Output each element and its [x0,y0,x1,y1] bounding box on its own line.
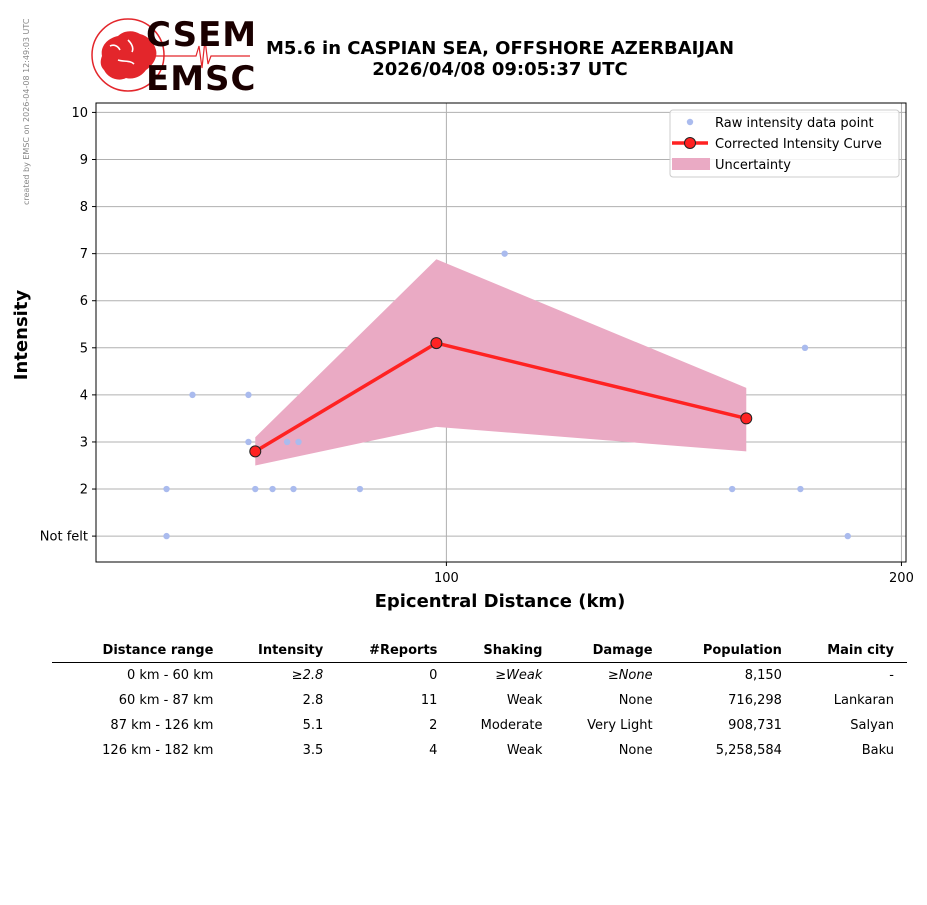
table-cell: 126 km - 182 km [102,742,214,758]
table-cell: Moderate [480,717,543,733]
table-cell: 2 [429,717,438,733]
y-axis-label: Intensity [11,290,32,381]
table-cell: 4 [429,742,438,758]
y-tick-label: 6 [80,294,88,309]
table-row: 87 km - 126 km 5.1 2 Moderate Very Light 908,… [52,713,907,738]
intensity-chart: Not felt 2 3 4 5 6 7 8 9 10 100 200 Epicentral Dist… [11,102,914,612]
table-cell: None [618,692,653,708]
table-row: 0 km - 60 km ≥2.8 0 ≥Weak ≥None 8,150 - [52,663,907,689]
raw-points-layer [163,250,851,540]
y-tick-label: 2 [80,483,88,498]
table-cell: Weak [506,692,543,708]
table-header-row: Distance range Intensity #Reports Shaking Da… [52,640,907,663]
summary-table-container: Distance range Intensity #Reports Shaking Da… [52,640,907,763]
summary-table: Distance range Intensity #Reports Shaking Da… [52,640,907,763]
plot-frame [95,102,907,563]
ticks-layer: Not felt 2 3 4 5 6 7 8 9 10 100 200 [40,106,914,586]
table-cell: 5.1 [302,717,324,733]
y-tick-label: 8 [80,200,88,215]
table-cell: 8,150 [744,667,782,683]
europe-map-icon [91,18,250,92]
table-cell: 11 [420,692,438,708]
title-line-time: 2026/04/08 09:05:37 UTC [372,59,628,80]
uncertainty-band [255,259,747,466]
table-header-cell: Main city [794,640,907,663]
chart-title: M5.6 in CASPIAN SEA, OFFSHORE AZERBAIJAN… [240,38,760,80]
legend-uncertainty-swatch [672,158,710,170]
table-cell: 5,258,584 [715,742,782,758]
curve-layer [249,337,753,458]
table-cell: 0 [429,667,438,683]
legend-uncertainty-label: Uncertainty [715,158,791,173]
y-tick-label: 4 [80,388,88,403]
table-cell: 60 km - 87 km [118,692,214,708]
table-cell: - [889,667,894,683]
raw-data-point [245,438,252,446]
table-cell: Weak [506,742,543,758]
table-row: 126 km - 182 km 3.5 4 Weak None 5,258,584 Baku [52,738,907,763]
y-tick-label: 9 [80,153,88,168]
logo-text-csem: CSEM [146,15,258,55]
raw-data-point [189,391,196,399]
y-tick-label: Not felt [40,530,88,545]
raw-data-point [283,438,291,446]
raw-data-point [728,485,736,493]
raw-data-point [163,485,170,493]
legend-raw-marker [686,118,694,126]
table-cell: 908,731 [728,717,782,733]
raw-data-point [356,485,364,493]
raw-data-point [797,485,804,493]
raw-data-point [295,438,302,446]
y-tick-label: 5 [80,341,88,356]
x-axis-label: Epicentral Distance (km) [375,591,626,612]
table-cell: Baku [861,742,894,758]
raw-data-point [163,532,170,540]
table-cell: Lankaran [833,692,894,708]
raw-data-point [801,344,809,351]
logo-text-emsc: EMSC [146,59,257,99]
table-header-cell: Damage [555,640,666,663]
table-cell: ≥None [607,667,653,683]
table-cell: Salyan [850,717,894,733]
table-cell: ≥2.8 [291,667,324,683]
table-cell: 2.8 [302,692,324,708]
y-tick-label: 10 [71,106,88,121]
legend-curve-marker [684,137,696,149]
title-line-event: M5.6 in CASPIAN SEA, OFFSHORE AZERBAIJAN [265,38,735,59]
table-cell: 3.5 [302,742,324,758]
table-header-cell: Population [665,640,795,663]
table-cell: 87 km - 126 km [110,717,214,733]
raw-data-point [245,391,252,399]
table-cell: None [618,742,653,758]
table-cell: 0 km - 60 km [126,667,214,683]
corrected-curve-point [430,337,443,350]
table-row: 60 km - 87 km 2.8 11 Weak None 716,298 Lankara… [52,688,907,713]
y-tick-label: 3 [80,435,88,450]
table-header-cell: Intensity [226,640,337,663]
table-cell: ≥Weak [495,667,543,683]
emsc-logo: CSEM EMSC [88,16,258,98]
x-tick-label: 200 [889,571,914,586]
uncertainty-band-layer [255,259,747,466]
raw-data-point [844,532,851,540]
table-cell: 716,298 [728,692,782,708]
legend-raw-label: Raw intensity data point [715,116,874,131]
table-body: 0 km - 60 km ≥2.8 0 ≥Weak ≥None 8,150 - 60 km -… [52,663,907,764]
raw-data-point [269,485,276,493]
table-header-cell: Shaking [450,640,556,663]
legend-curve-label: Corrected Intensity Curve [715,137,882,152]
legend: Raw intensity data point Corrected Inten… [669,109,900,178]
y-tick-label: 7 [80,247,88,262]
raw-data-point [290,485,297,493]
raw-data-point [252,485,259,493]
table-header-cell: #Reports [336,640,451,663]
table-cell: Very Light [587,717,653,733]
legend-box [669,109,900,178]
raw-data-point [501,250,508,257]
corrected-curve-point [249,445,262,458]
x-tick-label: 100 [434,571,459,586]
table-header-cell: Distance range [52,640,227,663]
corrected-curve-point [740,412,753,425]
